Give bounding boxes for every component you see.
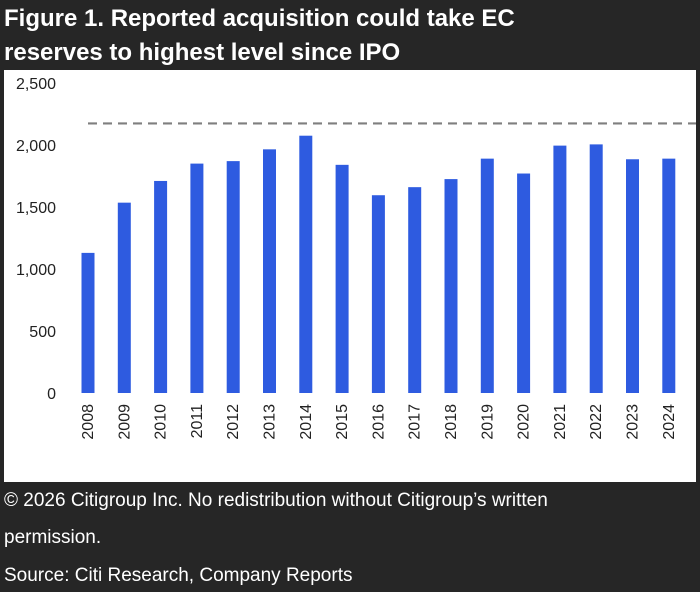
title-line-1: Figure 1. Reported acquisition could tak… xyxy=(4,5,515,32)
bar xyxy=(553,145,567,393)
bar xyxy=(371,195,385,393)
bar xyxy=(589,144,603,393)
y-tick-label: 2,500 xyxy=(16,76,56,93)
bar xyxy=(517,173,531,393)
bar xyxy=(480,158,494,393)
bar xyxy=(226,161,240,393)
y-tick-label: 2,000 xyxy=(16,138,56,155)
source-note: Source: Citi Research, Company Reports xyxy=(4,565,353,586)
x-tick-label: 2024 xyxy=(661,404,678,440)
copyright-line-1: © 2026 Citigroup Inc. No redistribution … xyxy=(4,490,548,511)
x-tick-label: 2011 xyxy=(189,404,206,439)
reference-line-group: 2,174 xyxy=(88,122,696,125)
x-tick-label: 2019 xyxy=(479,404,496,440)
chart-title: Figure 1. Reported acquisition could tak… xyxy=(4,2,696,70)
bar xyxy=(299,135,313,393)
x-tick-label: 2010 xyxy=(153,404,170,440)
x-tick-label: 2012 xyxy=(225,404,242,440)
x-tick-label: 2009 xyxy=(116,404,133,440)
x-tick-label: 2013 xyxy=(262,404,279,440)
y-tick-label: 0 xyxy=(47,386,56,403)
x-tick-label: 2008 xyxy=(80,404,97,440)
bar xyxy=(117,202,131,393)
y-tick-label: 500 xyxy=(29,324,56,341)
bar xyxy=(154,180,168,393)
bar-series xyxy=(81,135,676,393)
x-tick-label: 2014 xyxy=(298,404,315,440)
x-tick-label: 2023 xyxy=(625,404,642,440)
bar xyxy=(263,149,276,393)
x-tick-label: 2022 xyxy=(588,404,605,440)
bar xyxy=(626,159,639,393)
y-tick-label: 1,000 xyxy=(16,262,56,279)
x-tick-label: 2018 xyxy=(443,404,460,440)
bar xyxy=(335,164,349,393)
copyright-line-2: permission. xyxy=(4,527,102,548)
bar xyxy=(662,158,676,393)
x-tick-label: 2017 xyxy=(407,404,424,440)
x-axis: 2008 2009 2010 2011 2012 2013 2014 2015 2016 2017… xyxy=(80,404,678,440)
x-tick-label: 2020 xyxy=(516,404,533,440)
bar xyxy=(444,179,458,393)
bar xyxy=(81,252,95,393)
title-line-2: reserves to highest level since IPO xyxy=(4,39,401,66)
y-tick-label: 1,500 xyxy=(16,200,56,217)
x-tick-label: 2015 xyxy=(334,404,351,440)
x-tick-label: 2021 xyxy=(552,404,569,440)
y-axis: 0 500 1,000 1,500 2,000 2,500 xyxy=(16,76,56,403)
bar xyxy=(190,163,204,393)
x-tick-label: 2016 xyxy=(370,404,387,440)
bar xyxy=(408,187,422,393)
